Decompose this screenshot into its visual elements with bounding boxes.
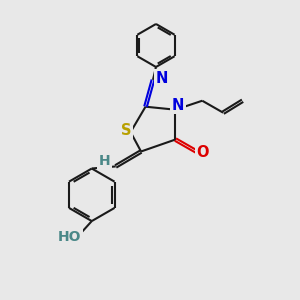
Text: O: O bbox=[196, 146, 209, 160]
Text: H: H bbox=[98, 154, 110, 168]
Text: N: N bbox=[172, 98, 184, 113]
Text: S: S bbox=[121, 123, 131, 138]
Text: HO: HO bbox=[58, 230, 82, 244]
Text: N: N bbox=[156, 71, 168, 86]
